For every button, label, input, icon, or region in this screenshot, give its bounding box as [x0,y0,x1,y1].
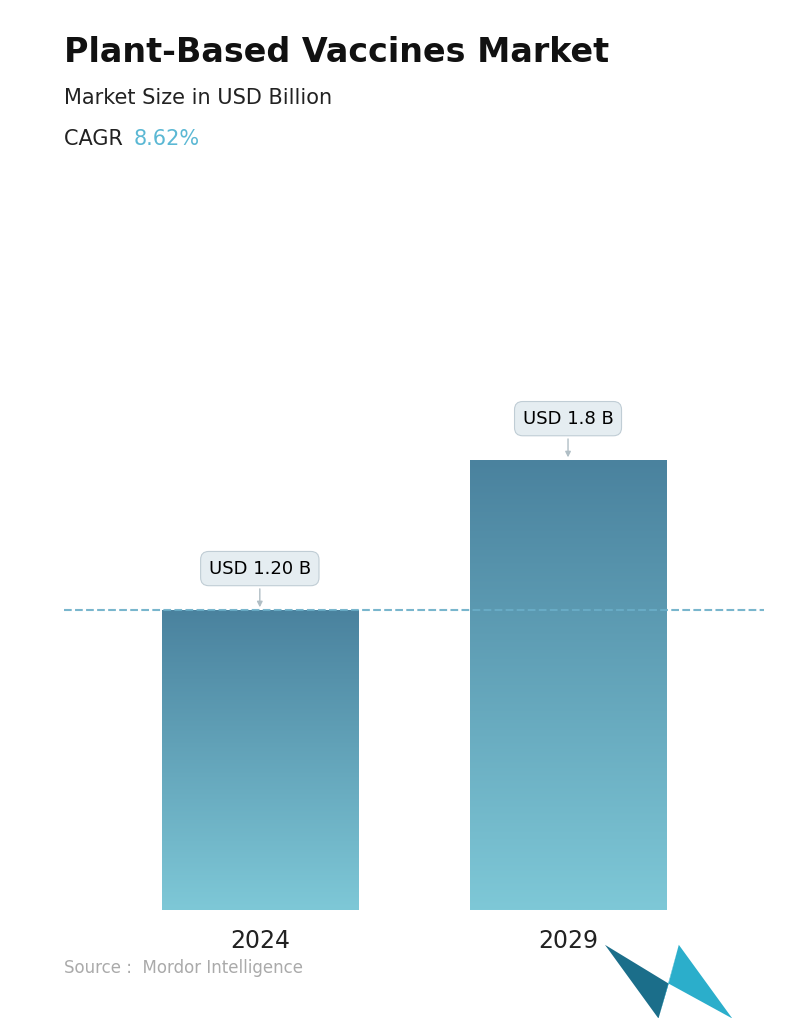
Polygon shape [605,945,669,1018]
Text: USD 1.20 B: USD 1.20 B [209,559,311,606]
Text: CAGR: CAGR [64,129,129,149]
Text: Source :  Mordor Intelligence: Source : Mordor Intelligence [64,960,302,977]
Text: 8.62%: 8.62% [134,129,200,149]
Text: Plant-Based Vaccines Market: Plant-Based Vaccines Market [64,36,609,69]
Polygon shape [658,945,679,1018]
Text: USD 1.8 B: USD 1.8 B [523,409,614,456]
Text: Market Size in USD Billion: Market Size in USD Billion [64,88,332,108]
Polygon shape [669,945,732,1018]
